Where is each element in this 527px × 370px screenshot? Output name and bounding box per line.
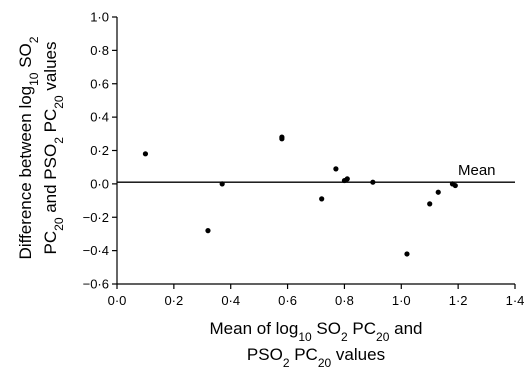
x-tick-label: 0·6: [278, 293, 297, 308]
y-tick-label: 1·0: [90, 10, 109, 25]
subscript: 10: [27, 72, 41, 86]
x-tick-label: 1·0: [392, 293, 411, 308]
data-point: [452, 182, 458, 189]
x-tick-label: 0·0: [108, 293, 127, 308]
text-part: values: [331, 345, 385, 364]
data-point: [370, 179, 376, 185]
y-tick-label: −0·4: [83, 243, 109, 258]
text-part: values: [41, 42, 60, 96]
data-points: [142, 134, 458, 257]
subscript: 20: [318, 356, 332, 370]
text-part: PC: [41, 109, 60, 137]
reference-line-group: Mean: [117, 162, 515, 183]
text-part: and: [389, 319, 422, 338]
subscript: 20: [376, 330, 390, 344]
x-tick-label: 0·2: [164, 293, 183, 308]
y-tick-label: 0·4: [90, 110, 109, 125]
text-part: PC: [348, 319, 376, 338]
text-part: PC: [41, 231, 60, 255]
x-axis-title-line1: Mean of log10 SO2 PC20 and: [210, 319, 423, 344]
subscript: 2: [52, 137, 66, 144]
text-part: Mean of log: [210, 319, 299, 338]
text-part: and PSO: [41, 144, 60, 218]
y-tick-label: 0·2: [90, 143, 109, 158]
x-tick-label: 0·8: [335, 293, 354, 308]
data-point: [205, 228, 211, 234]
x-axis-title-line2: PSO2 PC20 values: [247, 345, 385, 370]
text-part: Difference between log: [16, 86, 35, 260]
y-axis-title-line2: PC20 and PSO2 PC20 values: [41, 42, 66, 255]
x-tick-label: 0·4: [221, 293, 240, 308]
data-point: [333, 166, 339, 172]
subscript: 2: [283, 356, 290, 370]
data-point: [319, 196, 325, 202]
subscript: 20: [52, 95, 66, 109]
text-part: SO: [16, 43, 35, 72]
axes: 1·00·80·60·40·20·0−0·2−0·4−0·60·0 0·2 0·4 0…: [83, 10, 525, 309]
subscript: 20: [52, 217, 66, 231]
text-part: PSO: [247, 345, 283, 364]
y-tick-label: −0·6: [83, 277, 109, 292]
subscript: 2: [27, 36, 41, 43]
data-point: [142, 151, 149, 157]
data-point: [344, 176, 350, 182]
text-part: SO: [312, 319, 341, 338]
data-point: [427, 201, 433, 207]
y-axis-title-line1: Difference between log10 SO2: [16, 36, 41, 259]
subscript: 10: [298, 330, 312, 344]
data-point: [404, 251, 410, 257]
x-tick-label: 1·4: [506, 293, 525, 308]
y-tick-label: 0·8: [90, 43, 109, 58]
data-point: [219, 181, 225, 187]
y-tick-label: 0·6: [90, 76, 109, 91]
data-point: [435, 189, 441, 195]
y-tick-label: −0·2: [83, 210, 109, 225]
subscript: 2: [341, 330, 348, 344]
x-tick-label: 1·2: [449, 293, 468, 308]
text-part: PC: [290, 345, 318, 364]
mean-label: Mean: [458, 162, 496, 179]
data-point: [279, 136, 285, 142]
y-tick-label: 0·0: [90, 176, 109, 191]
